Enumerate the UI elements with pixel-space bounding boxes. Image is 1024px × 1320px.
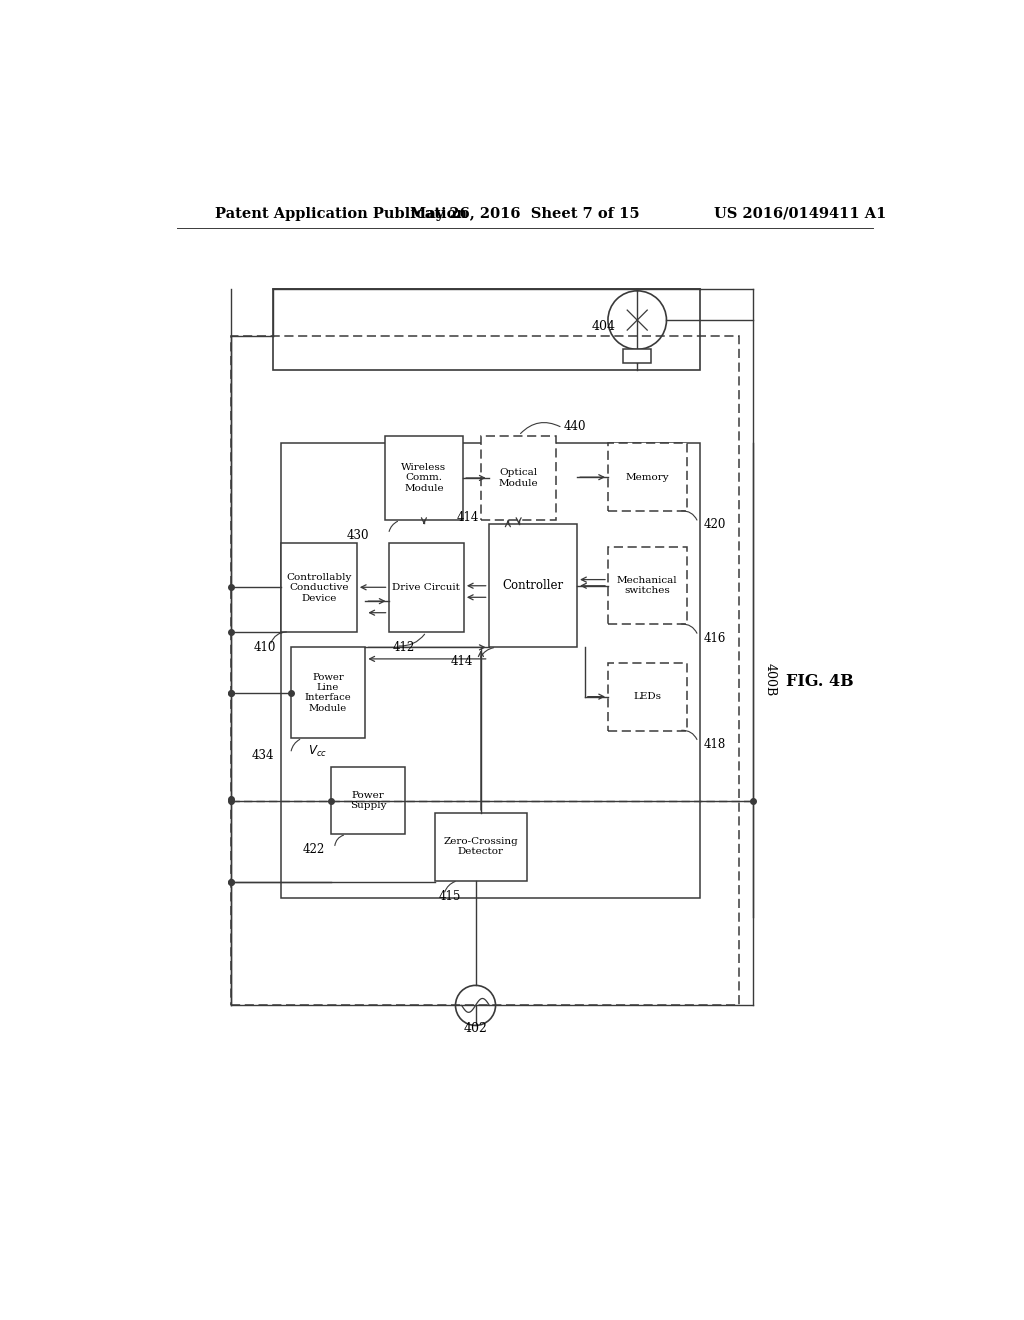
FancyBboxPatch shape	[273, 289, 700, 370]
Text: Power
Supply: Power Supply	[350, 791, 386, 810]
Text: Zero-Crossing
Detector: Zero-Crossing Detector	[443, 837, 518, 857]
FancyBboxPatch shape	[282, 544, 357, 632]
FancyBboxPatch shape	[608, 444, 686, 511]
Text: 402: 402	[464, 1022, 487, 1035]
FancyBboxPatch shape	[435, 813, 527, 880]
FancyBboxPatch shape	[388, 544, 464, 632]
Text: 414: 414	[451, 655, 473, 668]
FancyBboxPatch shape	[608, 663, 686, 730]
Text: FIG. 4B: FIG. 4B	[785, 673, 854, 690]
Text: LEDs: LEDs	[633, 692, 662, 701]
Text: $V_{cc}$: $V_{cc}$	[308, 743, 327, 759]
FancyBboxPatch shape	[488, 524, 578, 647]
Text: Optical
Module: Optical Module	[499, 469, 539, 487]
Text: Memory: Memory	[626, 473, 669, 482]
Text: 430: 430	[347, 529, 370, 543]
Text: Power
Line
Interface
Module: Power Line Interface Module	[305, 673, 351, 713]
Text: Drive Circuit: Drive Circuit	[392, 583, 460, 593]
Text: Wireless
Comm.
Module: Wireless Comm. Module	[401, 463, 446, 492]
Text: May 26, 2016  Sheet 7 of 15: May 26, 2016 Sheet 7 of 15	[410, 207, 640, 220]
FancyBboxPatch shape	[624, 350, 651, 363]
Text: 412: 412	[392, 640, 415, 653]
Text: 404: 404	[592, 319, 616, 333]
FancyBboxPatch shape	[385, 436, 463, 520]
Text: 414: 414	[457, 511, 479, 524]
Text: 422: 422	[302, 843, 325, 857]
FancyBboxPatch shape	[331, 767, 406, 834]
FancyBboxPatch shape	[281, 444, 700, 898]
Text: Mechanical
switches: Mechanical switches	[616, 576, 678, 595]
Text: 440: 440	[564, 420, 587, 433]
Text: 400B: 400B	[764, 663, 776, 697]
FancyBboxPatch shape	[291, 647, 366, 738]
Text: 420: 420	[703, 519, 726, 532]
FancyBboxPatch shape	[608, 548, 686, 624]
Text: Controller: Controller	[503, 579, 563, 593]
Text: 415: 415	[438, 890, 461, 903]
Text: 416: 416	[703, 631, 726, 644]
Text: 410: 410	[253, 640, 275, 653]
Text: Controllably
Conductive
Device: Controllably Conductive Device	[287, 573, 352, 602]
Text: 434: 434	[251, 748, 273, 762]
Text: US 2016/0149411 A1: US 2016/0149411 A1	[715, 207, 887, 220]
Text: 418: 418	[703, 738, 726, 751]
Text: Patent Application Publication: Patent Application Publication	[215, 207, 467, 220]
FancyBboxPatch shape	[481, 436, 556, 520]
